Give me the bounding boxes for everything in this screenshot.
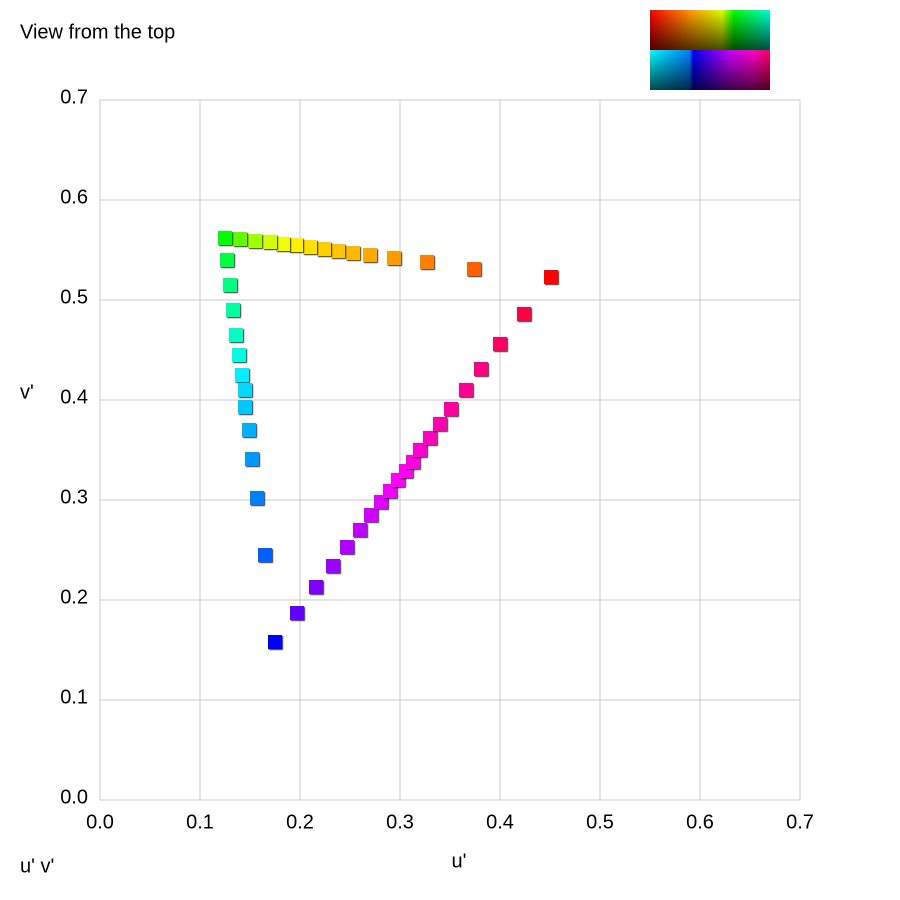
point [245,452,259,466]
point [331,244,345,258]
y-tick-label: 0.2 [60,586,88,608]
x-tick-label: 0.2 [286,811,314,833]
x-tick-label: 0.5 [586,811,614,833]
y-tick-label: 0.4 [60,386,88,408]
point [544,270,558,284]
x-tick-label: 0.1 [186,811,214,833]
point [493,337,507,351]
point [363,248,377,262]
x-tick-label: 0.4 [486,811,514,833]
y-axis-label: v' [20,381,34,403]
point [317,242,331,256]
x-tick-label: 0.3 [386,811,414,833]
corner-label: u' v' [20,855,54,877]
point [238,400,252,414]
x-tick-label: 0.0 [86,811,114,833]
point [374,495,388,509]
point [233,232,247,246]
point [459,383,473,397]
point [223,278,237,292]
point [420,255,434,269]
point [303,240,317,254]
point [258,548,272,562]
point [250,491,264,505]
y-tick-label: 0.1 [60,686,88,708]
point [406,455,420,469]
point [242,423,256,437]
point [444,402,458,416]
y-tick-label: 0.7 [60,86,88,108]
point [326,559,340,573]
x-tick-label: 0.7 [786,811,814,833]
point [235,368,249,382]
y-tick-label: 0.6 [60,186,88,208]
point [309,580,323,594]
title: View from the top [20,21,175,43]
point [218,231,232,245]
point [276,237,290,251]
point [474,362,488,376]
y-tick-label: 0.5 [60,286,88,308]
point [290,606,304,620]
point [226,303,240,317]
point [248,234,262,248]
x-tick-label: 0.6 [686,811,714,833]
y-tick-label: 0.0 [60,786,88,808]
point [467,262,481,276]
point [413,443,427,457]
point [340,540,354,554]
thumbnail [650,10,770,90]
point [232,348,246,362]
point [433,417,447,431]
point [229,328,243,342]
point [423,431,437,445]
point [517,307,531,321]
point [238,383,252,397]
point [289,238,303,252]
point [268,635,282,649]
point [346,246,360,260]
point [383,484,397,498]
point [220,253,234,267]
point [364,508,378,522]
y-tick-label: 0.3 [60,486,88,508]
point [353,523,367,537]
point [387,251,401,265]
point [263,235,277,249]
x-axis-label: u' [452,850,467,872]
